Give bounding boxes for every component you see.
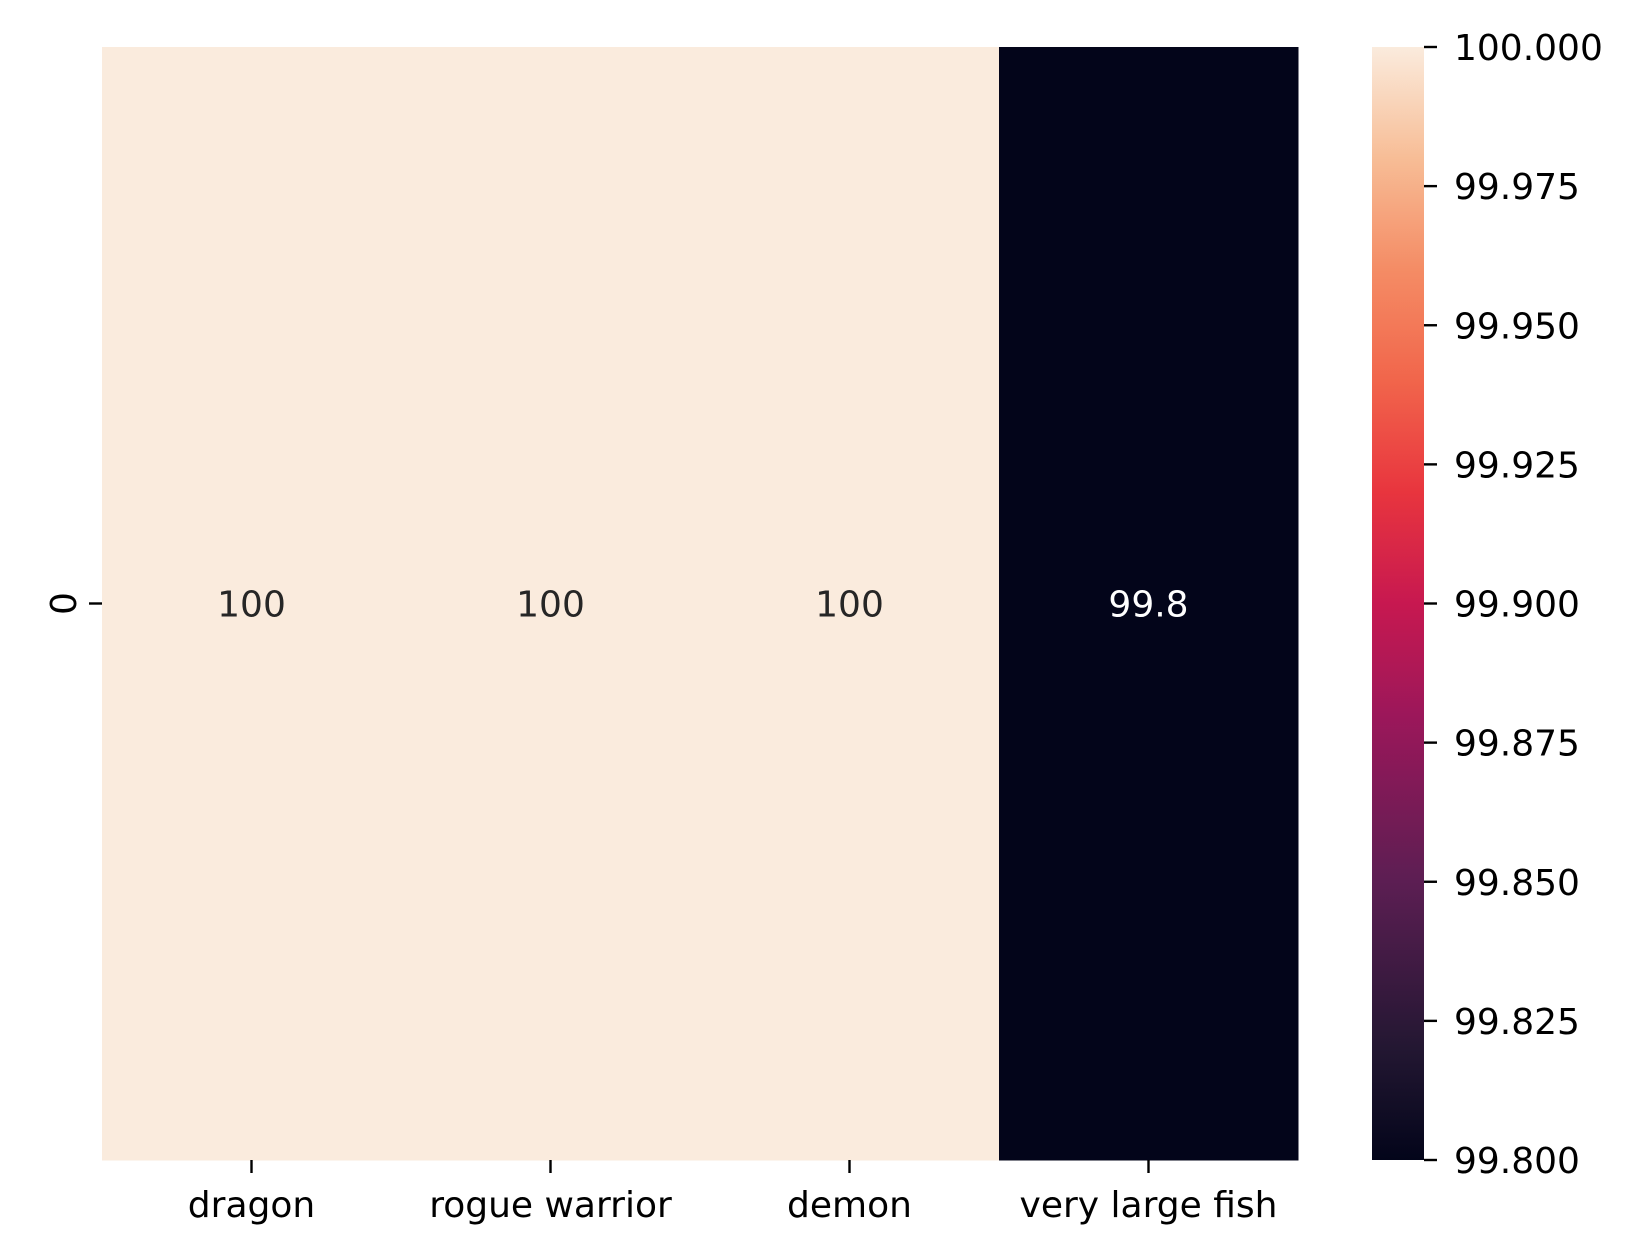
colorbar-tick-label: 99.800	[1454, 1141, 1580, 1182]
colorbar-tick-label: 99.950	[1454, 306, 1580, 347]
heatmap-cell	[401, 47, 701, 1161]
x-axis: dragon rogue warrior demon very large fish	[188, 1160, 1278, 1226]
x-tick-label: rogue warrior	[429, 1185, 672, 1226]
colorbar-tick-label: 99.975	[1454, 167, 1580, 208]
heatmap-cell	[700, 47, 1000, 1161]
cell-value-label: 100	[516, 585, 585, 626]
y-axis: 0	[44, 592, 102, 615]
cell-value-label: 100	[815, 585, 884, 626]
cell-value-label: 99.8	[1108, 585, 1188, 626]
colorbar-tick-label: 99.900	[1454, 585, 1580, 626]
heatmap-cells: 100 100 100 99.8	[102, 47, 1299, 1161]
colorbar: 99.800 99.825 99.850 99.875 99.900 99.925 99.9…	[1372, 28, 1603, 1182]
colorbar-tick-label: 99.850	[1454, 863, 1580, 904]
colorbar-tick-label: 100.000	[1454, 28, 1603, 69]
x-tick-label: very large fish	[1020, 1185, 1278, 1226]
colorbar-tick-label: 99.925	[1454, 445, 1580, 486]
colorbar-tick-label: 99.825	[1454, 1002, 1580, 1043]
x-tick-label: demon	[787, 1185, 912, 1226]
heatmap-cell	[999, 47, 1299, 1161]
colorbar-gradient	[1372, 47, 1424, 1160]
y-tick-label: 0	[44, 592, 85, 615]
x-tick-label: dragon	[188, 1185, 315, 1226]
colorbar-tick-label: 99.875	[1454, 724, 1580, 765]
cell-value-label: 100	[217, 585, 286, 626]
heatmap-cell	[102, 47, 402, 1161]
